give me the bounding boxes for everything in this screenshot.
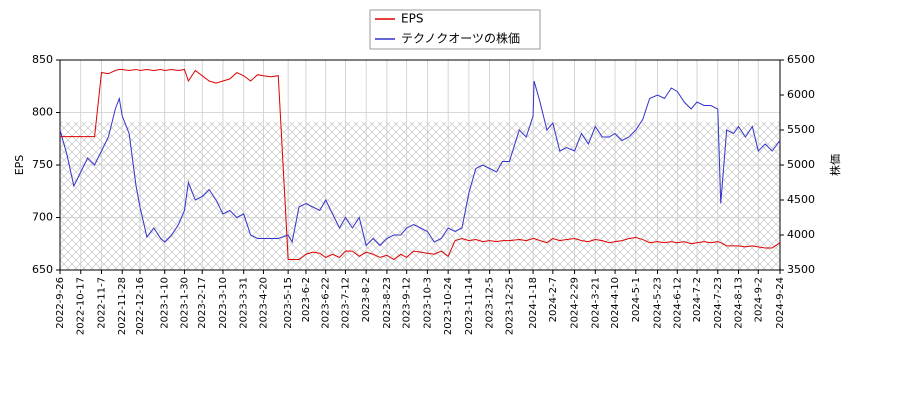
x-tick-label: 2023-1-10 — [160, 277, 171, 329]
x-tick-label: 2022-11-7 — [96, 277, 107, 329]
x-tick-label: 2023-10-3 — [422, 277, 433, 329]
x-tick-label: 2023-2-17 — [197, 277, 208, 329]
x-tick-label: 2022-10-17 — [76, 277, 87, 335]
y-tick-label: 650 — [32, 263, 53, 276]
y-tick-label: 700 — [32, 211, 53, 224]
series-line — [59, 80, 781, 247]
y-axis-label: EPS — [13, 155, 26, 176]
x-tick-label: 2023-6-2 — [301, 277, 312, 322]
x-tick-label: 2024-6-12 — [672, 277, 683, 329]
x-tick-label: 2023-9-12 — [402, 277, 413, 329]
y2-tick-label: 5500 — [787, 123, 815, 136]
x-tick-label: 2023-3-31 — [239, 277, 250, 329]
x-tick-label: 2023-7-12 — [340, 277, 351, 329]
y-tick-label: 750 — [32, 158, 53, 171]
x-tick-label: 2024-8-13 — [734, 277, 745, 329]
y2-tick-label: 6000 — [787, 88, 815, 101]
x-tick-label: 2023-4-20 — [258, 277, 269, 329]
x-tick-label: 2024-4-10 — [610, 277, 621, 329]
x-tick-label: 2023-12-25 — [504, 277, 515, 335]
x-tick-label: 2023-8-23 — [382, 277, 393, 329]
x-tick-label: 2024-2-7 — [548, 277, 559, 322]
hatched-band — [60, 122, 780, 270]
x-tick-label: 2023-11-14 — [464, 277, 475, 335]
plot-frame — [59, 59, 781, 271]
legend-label: EPS — [401, 12, 423, 26]
x-tick-label: 2023-3-10 — [218, 277, 229, 329]
x-tick-label: 2024-9-2 — [753, 277, 764, 322]
legend-label: テクノクオーツの株価 — [401, 31, 520, 46]
x-tick-label: 2024-7-23 — [713, 277, 724, 329]
x-tick-label: 2023-8-2 — [361, 277, 372, 322]
x-tick-label: 2024-5-1 — [631, 277, 642, 322]
x-tick-label: 2024-1-18 — [528, 277, 539, 329]
x-tick-label: 2023-12-5 — [485, 277, 496, 329]
legend: EPS テクノクオーツの株価 — [369, 9, 541, 50]
y-tick-label: 800 — [32, 106, 53, 119]
y2-tick-label: 4000 — [787, 228, 815, 241]
y-tick-label: 850 — [32, 53, 53, 66]
x-tick-label: 2024-5-23 — [653, 277, 664, 329]
y2-axis-label: 株価 — [828, 154, 842, 176]
x-tick-label: 2023-5-15 — [283, 277, 294, 329]
x-tick-label: 2024-7-2 — [692, 277, 703, 322]
x-tick-label: 2023-1-30 — [179, 277, 190, 329]
x-tick-label: 2022-12-16 — [135, 277, 146, 335]
x-tick-label: 2022-9-26 — [55, 277, 66, 329]
legend-box — [369, 9, 541, 50]
x-tick-label: 2024-2-29 — [570, 277, 581, 329]
x-tick-label: 2023-10-24 — [443, 277, 454, 335]
series-line — [60, 68, 781, 261]
y2-tick-label: 6500 — [787, 53, 815, 66]
x-tick-label: 2024-3-21 — [590, 277, 601, 329]
x-tick-label: 2024-9-24 — [775, 277, 786, 329]
x-tick-label: 2023-6-22 — [321, 277, 332, 329]
y2-tick-label: 4500 — [787, 193, 815, 206]
x-tick-label: 2022-11-28 — [117, 277, 128, 335]
y2-tick-label: 3500 — [787, 263, 815, 276]
y2-tick-label: 5000 — [787, 158, 815, 171]
